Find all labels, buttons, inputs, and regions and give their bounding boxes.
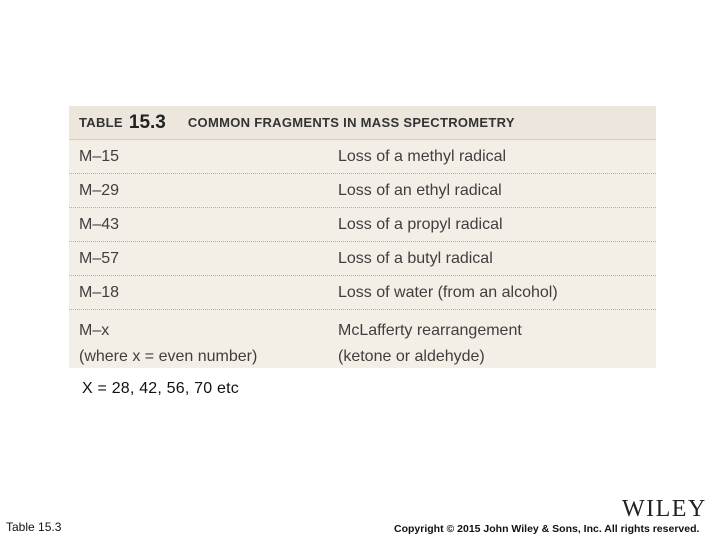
description-cell: Loss of a butyl radical [338, 249, 493, 267]
description-cell: McLafferty rearrangement (ketone or alde… [338, 318, 656, 370]
copyright-text: Copyright © 2015 John Wiley & Sons, Inc.… [394, 523, 700, 535]
fragment-note: (where x = even number) [79, 348, 258, 365]
fragment-cell: M–15 [79, 147, 120, 165]
description-note: (ketone or aldehyde) [338, 348, 485, 365]
table-row: M–43 Loss of a propyl radical [69, 208, 656, 242]
description-cell: Loss of water (from an alcohol) [338, 283, 558, 301]
fragment-cell: M–18 [79, 283, 120, 301]
description-cell: Loss of a methyl radical [338, 147, 507, 165]
table-label: TABLE [79, 115, 123, 130]
table-title: COMMON FRAGMENTS IN MASS SPECTROMETRY [187, 115, 515, 130]
description-cell: Loss of an ethyl radical [338, 181, 502, 199]
table-number: 15.3 [128, 111, 166, 133]
table-row: M–18 Loss of water (from an alcohol) [69, 276, 656, 310]
table-row: M–29 Loss of an ethyl radical [69, 174, 656, 208]
slide-caption: Table 15.3 [6, 520, 62, 534]
description-line: McLafferty rearrangement [338, 322, 522, 339]
fragment-cell: M–43 [79, 215, 120, 233]
description-cell: Loss of a propyl radical [338, 215, 503, 233]
table-header: TABLE 15.3 COMMON FRAGMENTS IN MASS SPEC… [69, 106, 656, 140]
fragment-cell: M–29 [79, 181, 120, 199]
fragments-table: TABLE 15.3 COMMON FRAGMENTS IN MASS SPEC… [69, 106, 656, 368]
table-row: M–x (where x = even number) McLafferty r… [69, 310, 656, 367]
wiley-logo: WILEY [622, 496, 707, 522]
fragment-mass-note: X = 28, 42, 56, 70 etc [82, 380, 239, 397]
fragment-line: M–x [79, 322, 110, 339]
fragment-cell: M–57 [79, 249, 120, 267]
fragment-cell: M–x (where x = even number) [69, 318, 338, 370]
table-row: M–57 Loss of a butyl radical [69, 242, 656, 276]
table-row: M–15 Loss of a methyl radical [69, 140, 656, 174]
